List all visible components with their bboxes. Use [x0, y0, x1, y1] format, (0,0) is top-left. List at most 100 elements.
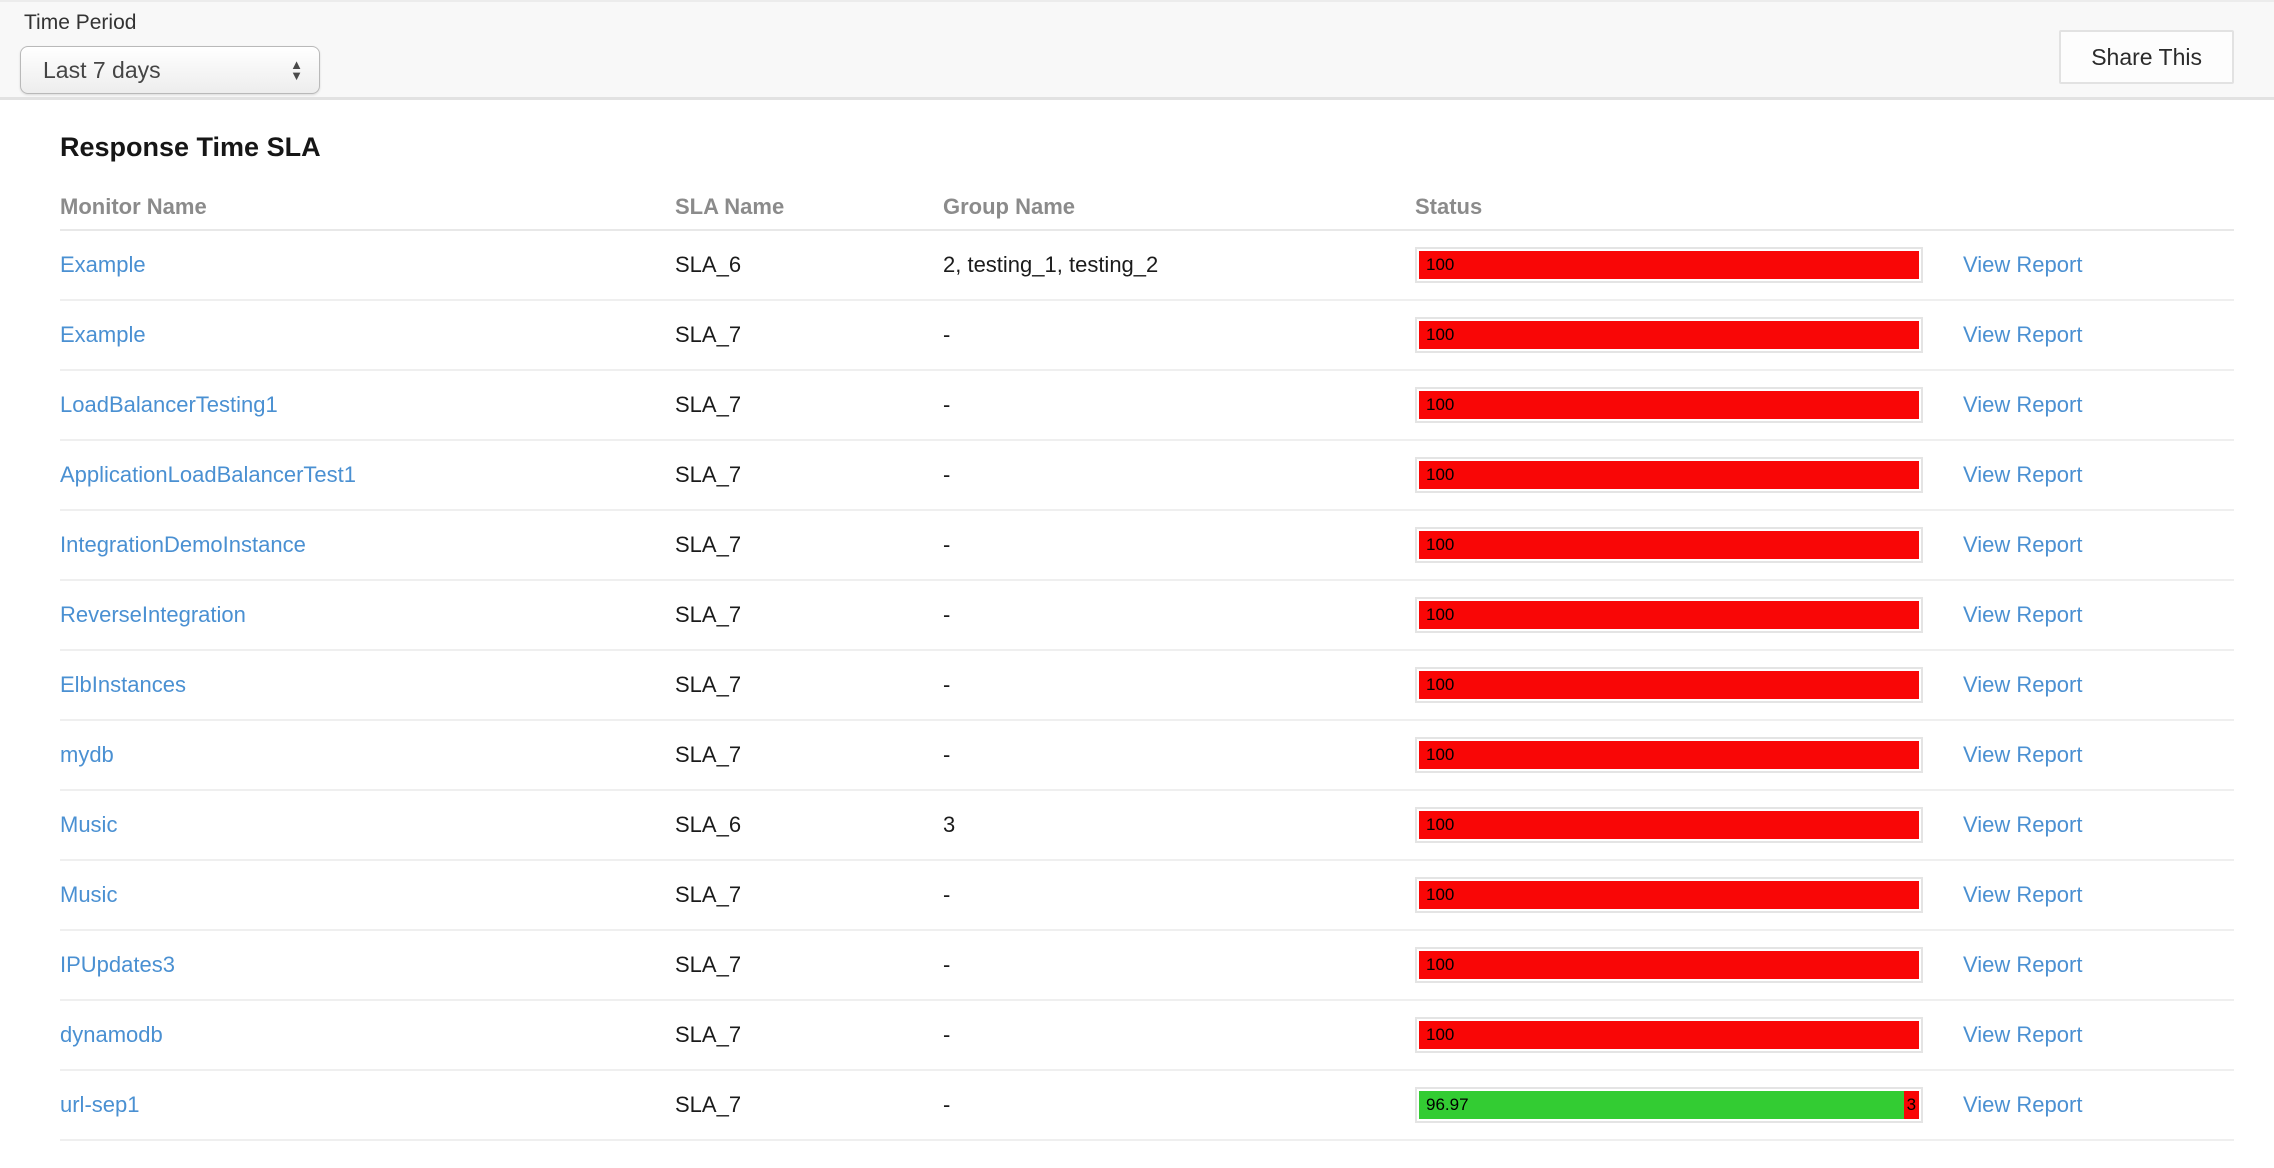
- status-bar-value: 100: [1426, 885, 1455, 904]
- status-bar-value: 3: [1906, 1095, 1917, 1114]
- status-cell: 100: [1415, 877, 1947, 913]
- status-bar-value: 100: [1426, 815, 1455, 834]
- sla-status-bar: 100: [1415, 667, 1923, 703]
- table-row: LoadBalancerTesting1 SLA_7 - 100 View Report: [60, 371, 2234, 441]
- time-period-label: Time Period: [24, 11, 137, 34]
- view-report-link[interactable]: View Report: [1963, 952, 2083, 977]
- view-report-link[interactable]: View Report: [1963, 392, 2083, 417]
- status-bar-segment: 100: [1419, 531, 1919, 559]
- status-bar-segment: 100: [1419, 951, 1919, 979]
- monitor-link[interactable]: mydb: [60, 742, 114, 767]
- view-report-link[interactable]: View Report: [1963, 462, 2083, 487]
- table-row: Music SLA_7 - 100 View Report: [60, 861, 2234, 931]
- table-row: ElbInstances SLA_7 - 100 View Report: [60, 651, 2234, 721]
- group-name-cell: 3: [943, 812, 956, 837]
- monitor-link[interactable]: Music: [60, 882, 118, 907]
- table-row: IntegrationDemoInstance SLA_7 - 100 View Rep…: [60, 511, 2234, 581]
- group-name-cell: -: [943, 672, 951, 697]
- view-report-link[interactable]: View Report: [1963, 882, 2083, 907]
- status-cell: 100: [1415, 597, 1947, 633]
- sla-status-bar: 100: [1415, 597, 1923, 633]
- table-row: url-sep1 SLA_7 - 96.97 3 View Report: [60, 1071, 2234, 1141]
- status-cell: 100: [1415, 947, 1947, 983]
- sla-name-cell: SLA_7: [675, 532, 742, 557]
- sla-name-cell: SLA_7: [675, 602, 742, 627]
- sla-name-cell: SLA_7: [675, 1022, 742, 1047]
- group-name-cell: -: [943, 1092, 951, 1117]
- status-bar-segment: 100: [1419, 741, 1919, 769]
- sla-name-cell: SLA_7: [675, 742, 742, 767]
- sla-name-cell: SLA_7: [675, 322, 742, 347]
- status-bar-value: 100: [1426, 675, 1455, 694]
- sla-status-bar: 100: [1415, 947, 1923, 983]
- group-name-cell: -: [943, 322, 951, 347]
- status-bar-segment: 100: [1419, 1021, 1919, 1049]
- group-name-cell: -: [943, 392, 951, 417]
- monitor-link[interactable]: Music: [60, 812, 118, 837]
- view-report-link[interactable]: View Report: [1963, 812, 2083, 837]
- table-row: dynamodb SLA_7 - 100 View Report: [60, 1001, 2234, 1071]
- status-cell: 100: [1415, 667, 1947, 703]
- table-body: Example SLA_6 2, testing_1, testing_2 100 Vi…: [60, 231, 2234, 1141]
- view-report-link[interactable]: View Report: [1963, 742, 2083, 767]
- status-bar-value: 100: [1426, 605, 1455, 624]
- view-report-link[interactable]: View Report: [1963, 602, 2083, 627]
- view-report-link[interactable]: View Report: [1963, 672, 2083, 697]
- status-bar-segment: 100: [1419, 251, 1919, 279]
- status-bar-value: 100: [1426, 465, 1455, 484]
- group-name-cell: -: [943, 952, 951, 977]
- monitor-link[interactable]: Example: [60, 252, 146, 277]
- status-bar-value: 100: [1426, 745, 1455, 764]
- toolbar: Time Period Last 7 days ▲ ▼ Share This: [0, 0, 2274, 100]
- column-header-sla-name: SLA Name: [675, 194, 785, 219]
- time-period-select[interactable]: Last 7 days ▲ ▼: [20, 46, 320, 94]
- status-bar-value: 100: [1426, 255, 1455, 274]
- group-name-cell: -: [943, 1022, 951, 1047]
- monitor-link[interactable]: IPUpdates3: [60, 952, 175, 977]
- monitor-link[interactable]: IntegrationDemoInstance: [60, 532, 306, 557]
- group-name-cell: 2, testing_1, testing_2: [943, 252, 1159, 277]
- view-report-link[interactable]: View Report: [1963, 1022, 2083, 1047]
- view-report-link[interactable]: View Report: [1963, 322, 2083, 347]
- monitor-link[interactable]: ElbInstances: [60, 672, 186, 697]
- group-name-cell: -: [943, 742, 951, 767]
- monitor-link[interactable]: dynamodb: [60, 1022, 163, 1047]
- view-report-link[interactable]: View Report: [1963, 532, 2083, 557]
- status-bar-segment: 96.97: [1419, 1091, 1904, 1119]
- column-header-monitor-name: Monitor Name: [60, 194, 207, 219]
- status-bar-value: 100: [1426, 1025, 1455, 1044]
- sla-name-cell: SLA_6: [675, 252, 742, 277]
- status-bar-segment: 100: [1419, 461, 1919, 489]
- monitor-link[interactable]: ReverseIntegration: [60, 602, 246, 627]
- sla-name-cell: SLA_7: [675, 952, 742, 977]
- sla-status-bar: 100: [1415, 1017, 1923, 1053]
- column-header-status: Status: [1415, 194, 1483, 219]
- report-content: Response Time SLA Monitor Name SLA Name …: [0, 132, 2274, 1141]
- table-row: IPUpdates3 SLA_7 - 100 View Report: [60, 931, 2234, 1001]
- status-cell: 100: [1415, 737, 1947, 773]
- view-report-link[interactable]: View Report: [1963, 252, 2083, 277]
- sla-status-bar: 100: [1415, 317, 1923, 353]
- group-name-cell: -: [943, 882, 951, 907]
- view-report-link[interactable]: View Report: [1963, 1092, 2083, 1117]
- sla-status-bar: 100: [1415, 737, 1923, 773]
- sla-status-bar: 100: [1415, 527, 1923, 563]
- monitor-link[interactable]: url-sep1: [60, 1092, 140, 1117]
- sla-status-bar: 100: [1415, 877, 1923, 913]
- sla-name-cell: SLA_7: [675, 1092, 742, 1117]
- table-row: mydb SLA_7 - 100 View Report: [60, 721, 2234, 791]
- group-name-cell: -: [943, 532, 951, 557]
- status-cell: 100: [1415, 387, 1947, 423]
- status-bar-segment: 100: [1419, 881, 1919, 909]
- time-period-value: Last 7 days: [43, 56, 161, 83]
- monitor-link[interactable]: LoadBalancerTesting1: [60, 392, 278, 417]
- monitor-link[interactable]: ApplicationLoadBalancerTest1: [60, 462, 356, 487]
- chevron-up-icon: ▲: [290, 56, 303, 72]
- sla-name-cell: SLA_7: [675, 462, 742, 487]
- status-cell: 100: [1415, 317, 1947, 353]
- monitor-link[interactable]: Example: [60, 322, 146, 347]
- status-bar-segment: 100: [1419, 601, 1919, 629]
- sla-status-bar: 100: [1415, 247, 1923, 283]
- sla-status-bar: 96.97 3: [1415, 1087, 1923, 1123]
- share-this-button[interactable]: Share This: [2059, 30, 2234, 84]
